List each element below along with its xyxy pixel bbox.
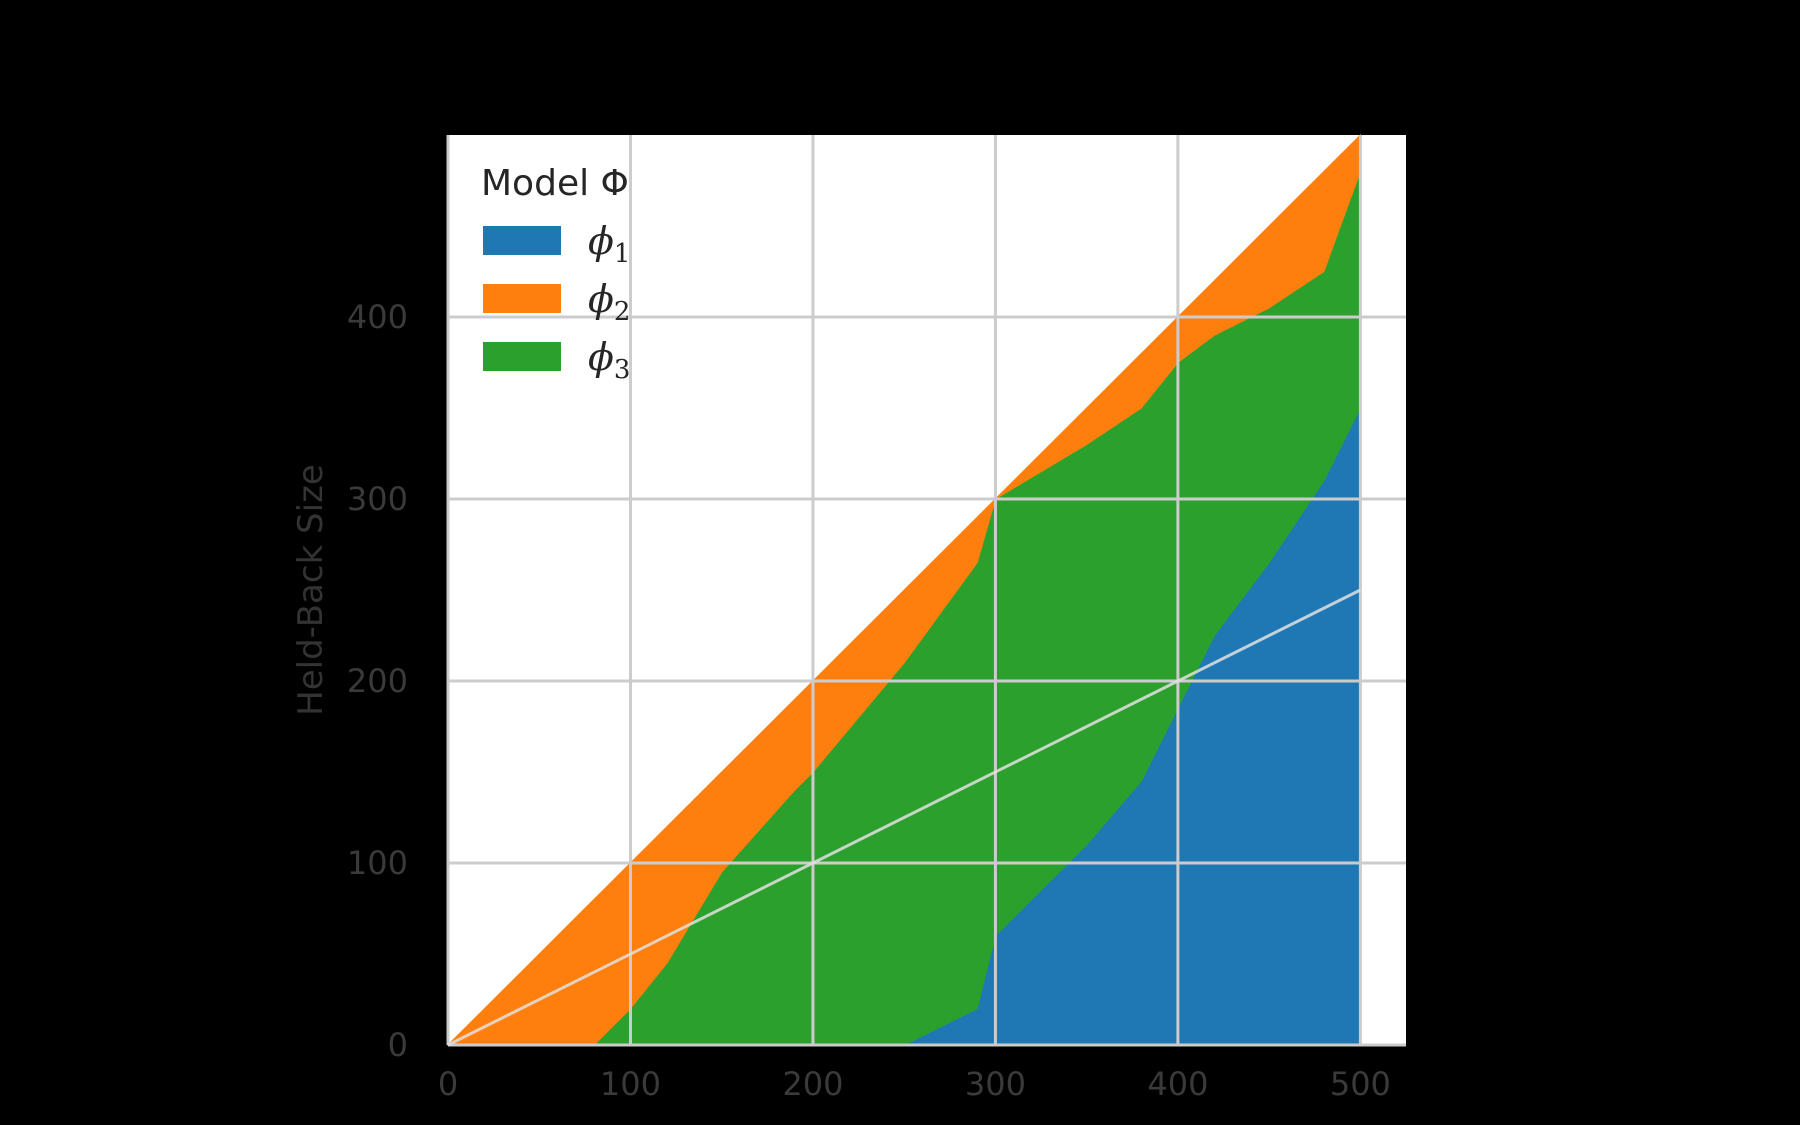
legend-swatch-3 (483, 342, 561, 371)
x-tick-label-0: 0 (438, 1065, 458, 1103)
x-tick-label-100: 100 (600, 1065, 661, 1103)
y-tick-labels: 0 100 200 300 400 (347, 298, 408, 1064)
legend-label-1: ϕ1 (588, 219, 630, 269)
reference-line (447, 588, 1362, 1047)
line-layer (447, 588, 1362, 1047)
legend-swatch-1 (483, 226, 561, 255)
x-tick-label-500: 500 (1330, 1065, 1391, 1103)
legend-swatch-2 (483, 284, 561, 313)
x-tick-label-200: 200 (782, 1065, 843, 1103)
y-tick-label-200: 200 (347, 662, 408, 700)
y-tick-label-0: 0 (388, 1026, 408, 1064)
legend-title: Model Φ (481, 163, 629, 204)
x-tick-label-400: 400 (1147, 1065, 1208, 1103)
y-axis-title: Held-Back Size (291, 464, 331, 716)
x-tick-labels: 0 100 200 300 400 500 (438, 1065, 1391, 1103)
x-tick-label-300: 300 (965, 1065, 1026, 1103)
y-tick-label-300: 300 (347, 480, 408, 518)
y-tick-label-400: 400 (347, 298, 408, 336)
y-tick-label-100: 100 (347, 844, 408, 882)
grid-layer (446, 135, 1406, 1047)
